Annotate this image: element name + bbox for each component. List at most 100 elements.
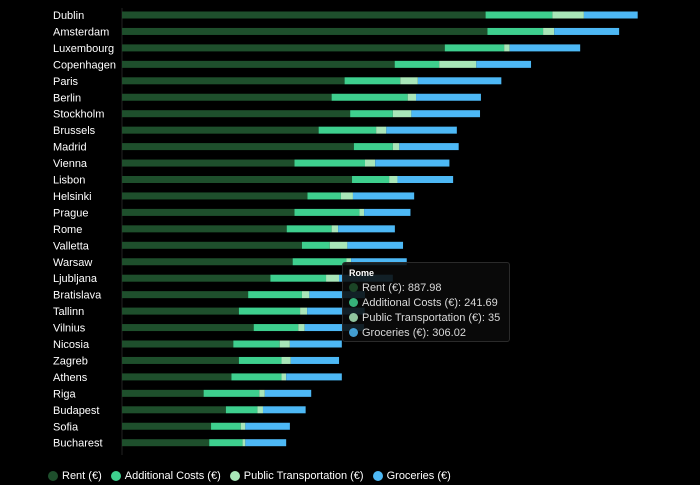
bar-nicosia-public-transportation[interactable] (279, 340, 290, 348)
bar-prague-public-transportation[interactable] (359, 208, 365, 216)
bar-vienna-public-transportation[interactable] (365, 159, 376, 167)
bar-ljubljana-public-transportation[interactable] (326, 274, 340, 282)
bar-madrid-rent[interactable] (122, 143, 354, 151)
bar-stockholm-public-transportation[interactable] (392, 110, 412, 118)
bar-ljubljana-rent[interactable] (122, 274, 271, 282)
bar-amsterdam-groceries[interactable] (554, 27, 620, 35)
bar-brussels-additional-costs[interactable] (318, 126, 377, 134)
bar-warsaw-additional-costs[interactable] (292, 258, 347, 266)
bar-copenhagen-additional-costs[interactable] (394, 60, 440, 68)
bar-helsinki-additional-costs[interactable] (307, 192, 341, 200)
bar-berlin-rent[interactable] (122, 93, 332, 101)
bar-madrid-public-transportation[interactable] (392, 143, 400, 151)
bar-bucharest-additional-costs[interactable] (209, 439, 243, 447)
bar-sofia-public-transportation[interactable] (240, 422, 246, 430)
bar-athens-rent[interactable] (122, 373, 232, 381)
bar-dublin-groceries[interactable] (583, 11, 638, 19)
bar-bratislava-public-transportation[interactable] (301, 291, 310, 299)
bar-stockholm-additional-costs[interactable] (350, 110, 393, 118)
bar-copenhagen-public-transportation[interactable] (439, 60, 477, 68)
bar-helsinki-rent[interactable] (122, 192, 308, 200)
bar-luxembourg-groceries[interactable] (509, 44, 581, 52)
bar-vienna-rent[interactable] (122, 159, 295, 167)
bar-dublin-public-transportation[interactable] (552, 11, 584, 19)
bar-valletta-public-transportation[interactable] (329, 241, 348, 249)
bar-warsaw-groceries[interactable] (351, 258, 407, 266)
bar-copenhagen-rent[interactable] (122, 60, 395, 68)
bar-budapest-groceries[interactable] (262, 406, 306, 414)
bar-stockholm-groceries[interactable] (411, 110, 481, 118)
bar-rome-additional-costs[interactable] (286, 225, 332, 233)
bar-amsterdam-additional-costs[interactable] (487, 27, 544, 35)
bar-riga-groceries[interactable] (264, 389, 312, 397)
bar-ljubljana-additional-costs[interactable] (270, 274, 327, 282)
bar-warsaw-rent[interactable] (122, 258, 293, 266)
bar-dublin-rent[interactable] (122, 11, 486, 19)
bar-athens-groceries[interactable] (286, 373, 342, 381)
bar-bratislava-rent[interactable] (122, 291, 249, 299)
bar-nicosia-rent[interactable] (122, 340, 234, 348)
bar-prague-additional-costs[interactable] (294, 208, 360, 216)
bar-zagreb-public-transportation[interactable] (281, 356, 291, 364)
legend-item-public-transportation[interactable]: Public Transportation (€) (229, 470, 364, 482)
bar-madrid-groceries[interactable] (399, 143, 459, 151)
bar-luxembourg-public-transportation[interactable] (504, 44, 510, 52)
bar-paris-groceries[interactable] (417, 77, 502, 85)
bar-nicosia-additional-costs[interactable] (233, 340, 280, 348)
bar-sofia-additional-costs[interactable] (211, 422, 241, 430)
bar-amsterdam-rent[interactable] (122, 27, 488, 35)
bar-athens-additional-costs[interactable] (231, 373, 282, 381)
bar-madrid-additional-costs[interactable] (353, 143, 393, 151)
bar-paris-public-transportation[interactable] (400, 77, 418, 85)
bar-lisbon-groceries[interactable] (397, 176, 454, 183)
bar-brussels-public-transportation[interactable] (376, 126, 387, 134)
bar-stockholm-rent[interactable] (122, 110, 351, 118)
bar-lisbon-additional-costs[interactable] (352, 176, 390, 183)
bar-valletta-additional-costs[interactable] (301, 241, 330, 249)
bar-prague-rent[interactable] (122, 208, 295, 216)
bar-bucharest-groceries[interactable] (245, 439, 287, 447)
bar-vilnius-groceries[interactable] (304, 324, 365, 332)
bar-zagreb-additional-costs[interactable] (238, 356, 282, 364)
bar-rome-public-transportation[interactable] (331, 225, 339, 233)
bar-copenhagen-groceries[interactable] (476, 60, 532, 68)
bar-amsterdam-public-transportation[interactable] (543, 27, 555, 35)
bar-riga-rent[interactable] (122, 389, 204, 397)
legend-item-additional-costs[interactable]: Additional Costs (€) (110, 470, 221, 482)
bar-tallinn-public-transportation[interactable] (300, 307, 308, 315)
bar-tallinn-rent[interactable] (122, 307, 239, 315)
bar-bratislava-groceries[interactable] (309, 291, 366, 299)
bar-vilnius-public-transportation[interactable] (298, 324, 305, 332)
bar-rome-rent[interactable] (122, 225, 287, 233)
bar-athens-public-transportation[interactable] (281, 373, 287, 381)
legend-item-rent[interactable]: Rent (€) (48, 470, 102, 482)
bar-dublin-additional-costs[interactable] (485, 11, 553, 19)
bar-lisbon-public-transportation[interactable] (389, 176, 398, 183)
bar-sofia-rent[interactable] (122, 422, 212, 430)
bar-luxembourg-additional-costs[interactable] (444, 44, 505, 52)
bar-prague-groceries[interactable] (364, 208, 411, 216)
bar-paris-additional-costs[interactable] (344, 77, 401, 85)
bar-riga-public-transportation[interactable] (259, 389, 265, 397)
bar-lisbon-rent[interactable] (122, 176, 353, 183)
bar-rome-groceries[interactable] (338, 225, 395, 233)
bar-berlin-groceries[interactable] (416, 93, 481, 101)
bar-bucharest-public-transportation[interactable] (242, 439, 246, 447)
bar-warsaw-public-transportation[interactable] (346, 258, 352, 266)
bar-bratislava-additional-costs[interactable] (248, 291, 302, 299)
bar-budapest-rent[interactable] (122, 406, 226, 414)
bar-berlin-additional-costs[interactable] (331, 93, 408, 101)
bar-brussels-rent[interactable] (122, 126, 319, 134)
bar-tallinn-additional-costs[interactable] (238, 307, 301, 315)
bar-vilnius-rent[interactable] (122, 324, 254, 332)
bar-nicosia-groceries[interactable] (289, 340, 342, 348)
bar-paris-rent[interactable] (122, 77, 345, 85)
bar-vienna-groceries[interactable] (375, 159, 450, 167)
bar-bucharest-rent[interactable] (122, 439, 210, 447)
bar-helsinki-public-transportation[interactable] (340, 192, 353, 200)
bar-valletta-groceries[interactable] (347, 241, 404, 249)
bar-helsinki-groceries[interactable] (352, 192, 415, 200)
bar-riga-additional-costs[interactable] (203, 389, 260, 397)
bar-berlin-public-transportation[interactable] (407, 93, 417, 101)
bar-zagreb-rent[interactable] (122, 356, 239, 364)
